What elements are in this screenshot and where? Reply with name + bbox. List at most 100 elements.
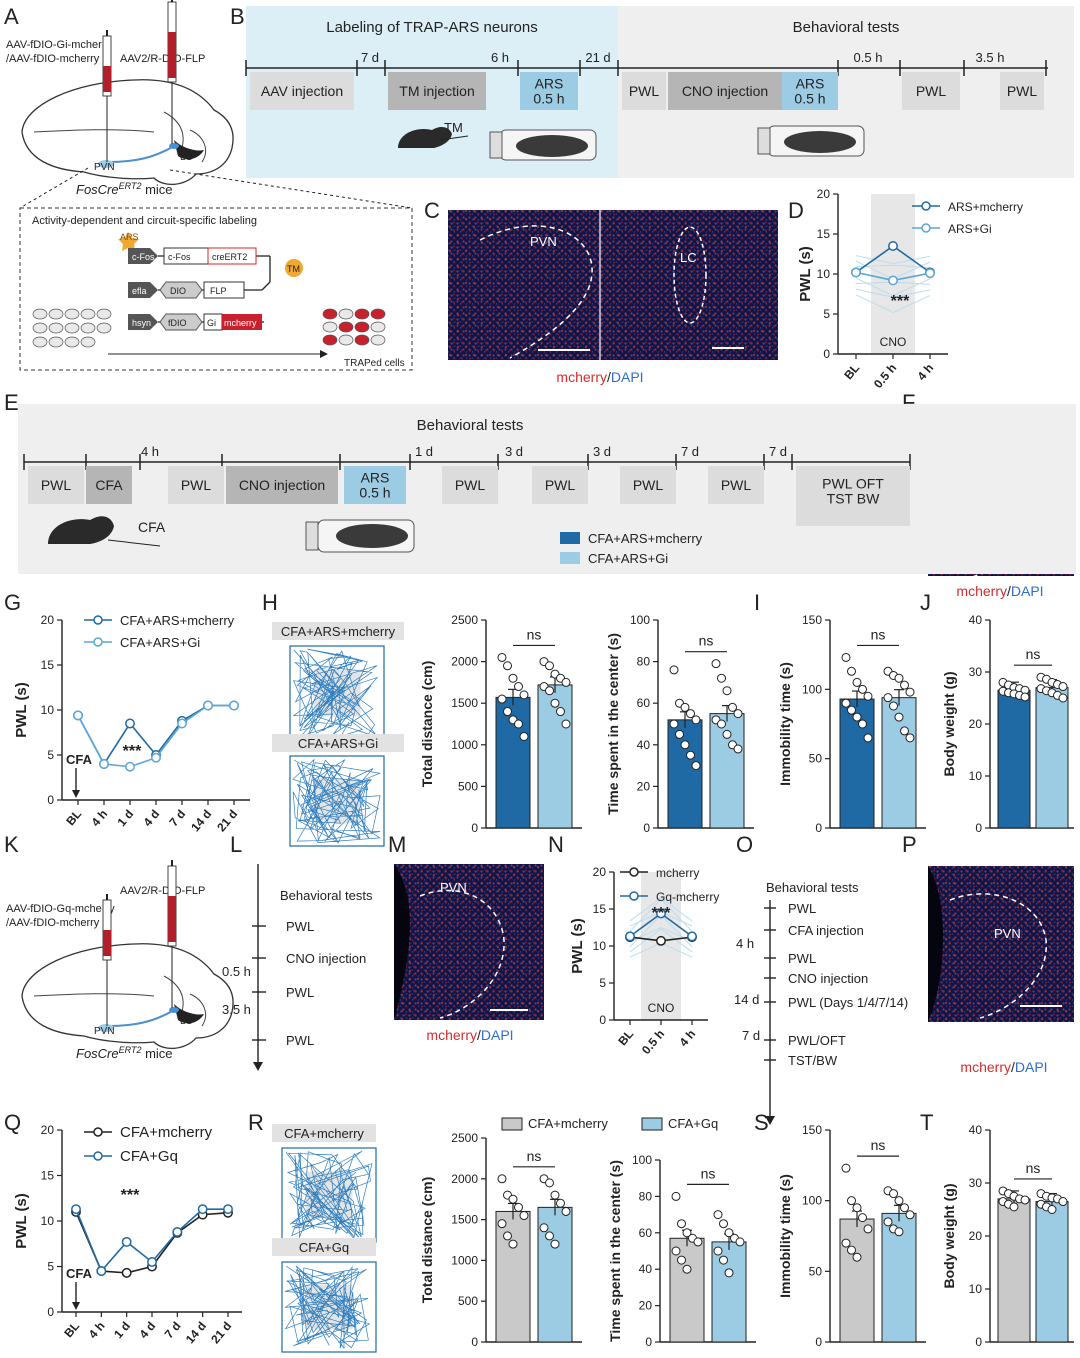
panel-j-bodyweight: 0 10 20 30 40 Body weight (g) ns bbox=[941, 613, 1074, 835]
individual-point bbox=[508, 1194, 518, 1204]
legend-label: CFA+ARS+Gi bbox=[588, 551, 668, 566]
timeline-step: PWL bbox=[286, 1033, 314, 1048]
pvn-label: PVN bbox=[994, 926, 1021, 941]
significance-label: *** bbox=[123, 743, 142, 760]
timeline-box bbox=[1000, 72, 1044, 110]
individual-point bbox=[1020, 692, 1030, 702]
x-tick-label: 4 h bbox=[86, 1319, 108, 1341]
individual-point bbox=[680, 702, 690, 712]
bar bbox=[997, 1198, 1031, 1343]
timeline-step: CFA injection bbox=[788, 923, 864, 938]
individual-point bbox=[680, 740, 690, 750]
pvn-label: PVN bbox=[440, 880, 467, 895]
y-tick-label: 20 bbox=[639, 1299, 653, 1313]
y-tick-label: 10 bbox=[593, 939, 607, 953]
timeline-box-label: AAV injection bbox=[261, 83, 343, 99]
y-tick-label: 15 bbox=[817, 227, 831, 241]
individual-point bbox=[669, 665, 679, 675]
legend-marker bbox=[93, 1151, 103, 1161]
traped-cell-icon bbox=[370, 334, 386, 346]
brain-outline-icon bbox=[21, 943, 234, 1049]
cno-label: CNO bbox=[880, 335, 907, 349]
interval-label: 3.5 h bbox=[222, 1002, 251, 1017]
y-tick-label: 2000 bbox=[451, 655, 478, 669]
cfa-arrow-label: CFA bbox=[66, 752, 93, 767]
trace-line bbox=[629, 926, 693, 943]
individual-point bbox=[852, 677, 862, 687]
fdio-label: fDIO bbox=[168, 318, 187, 328]
individual-point bbox=[556, 1198, 565, 1208]
panel-r-distance: 0 500 1000 1500 2000 2500 Total distance (cm) n… bbox=[419, 1131, 582, 1349]
individual-point bbox=[1009, 1202, 1019, 1212]
panel-n-chart: CNO 0 5 10 15 20 BL 0.5 h 4 h PWL (s) mcherry Gq-mc… bbox=[569, 865, 719, 1057]
y-tick-label: 100 bbox=[802, 682, 822, 696]
cfa-arrow-label: CFA bbox=[66, 1266, 93, 1281]
individual-point bbox=[722, 729, 732, 739]
data-point bbox=[73, 710, 83, 721]
mouse-line-label: FosCreERT2 mice bbox=[76, 181, 173, 197]
lc-label: LC bbox=[680, 250, 697, 265]
individual-point bbox=[677, 1255, 686, 1265]
individual-point bbox=[561, 1206, 571, 1216]
micro-red bbox=[928, 866, 1074, 1022]
individual-point bbox=[497, 694, 507, 704]
track-label: CFA+mcherry bbox=[284, 1126, 364, 1141]
track-gi bbox=[289, 755, 385, 847]
legend-swatch bbox=[501, 1117, 523, 1131]
line bbox=[169, 169, 413, 209]
panel-c-caption: mcherry/DAPI bbox=[556, 369, 643, 385]
y-tick-label: 5 bbox=[47, 1260, 54, 1274]
restrainer-cap-icon bbox=[757, 127, 771, 155]
individual-point bbox=[675, 729, 684, 739]
timeline-box-label: PWL OFT TST BW bbox=[822, 475, 884, 506]
timeline-step: PWL bbox=[286, 985, 314, 1000]
ventricle-icon bbox=[394, 864, 410, 1020]
timeline-box-label: PWL bbox=[916, 83, 947, 99]
individual-point bbox=[671, 1191, 681, 1201]
brain-outline-icon bbox=[21, 79, 234, 185]
panel-s-immobility: 0 50 100 150 Immobility time (s) ns bbox=[777, 1123, 926, 1349]
data-point bbox=[99, 759, 109, 769]
individual-point bbox=[545, 1178, 554, 1188]
timeline-box bbox=[620, 466, 676, 504]
traped-cell-icon bbox=[338, 334, 354, 346]
data-point bbox=[656, 908, 666, 919]
cell-icon bbox=[32, 336, 48, 348]
y-tick-label: 40 bbox=[969, 1123, 983, 1137]
y-tick-label: 0 bbox=[599, 1013, 606, 1027]
panel-d-chart: CNO 0 5 10 15 20 BL 0.5 h 4 h PWL (s) ARS+mcherry A… bbox=[797, 187, 1023, 391]
individual-point bbox=[719, 1255, 728, 1265]
y-tick-label: 15 bbox=[593, 902, 607, 916]
individual-point bbox=[556, 707, 565, 717]
cell-icon bbox=[32, 322, 48, 334]
track-mcherry bbox=[289, 645, 385, 741]
y-tick-label: 150 bbox=[802, 1123, 822, 1137]
tm-label: TM bbox=[444, 120, 463, 135]
y-tick-label: 15 bbox=[41, 658, 55, 672]
bar bbox=[839, 1218, 875, 1343]
significance-label: ns bbox=[701, 1165, 716, 1181]
individual-point bbox=[717, 673, 726, 683]
cell-icon bbox=[48, 322, 64, 334]
restrained-mouse-icon bbox=[336, 524, 408, 548]
individual-point bbox=[841, 1163, 851, 1173]
stimulus-star-icon bbox=[118, 232, 139, 251]
cell-icon bbox=[96, 322, 112, 334]
timeline-box bbox=[796, 466, 910, 526]
cerebellum-icon bbox=[174, 140, 204, 160]
panel-letter-G: G bbox=[4, 590, 21, 615]
data-point bbox=[125, 718, 135, 729]
legend-label: CFA+Gq bbox=[668, 1116, 718, 1131]
virus-label-right: AAV2/R-DIO-FLP bbox=[120, 53, 205, 65]
individual-point bbox=[519, 1211, 529, 1221]
cell-icon bbox=[64, 336, 80, 348]
y-tick-label: 2500 bbox=[451, 613, 478, 627]
y-axis-label: Body weight (g) bbox=[941, 672, 957, 777]
panel-letter-B: B bbox=[230, 4, 245, 29]
individual-point bbox=[852, 1203, 862, 1213]
individual-point bbox=[841, 698, 851, 708]
cell-icon bbox=[80, 308, 96, 320]
trace-line bbox=[629, 898, 693, 932]
bar bbox=[1035, 1201, 1069, 1343]
panel-letter-M: M bbox=[388, 832, 406, 857]
